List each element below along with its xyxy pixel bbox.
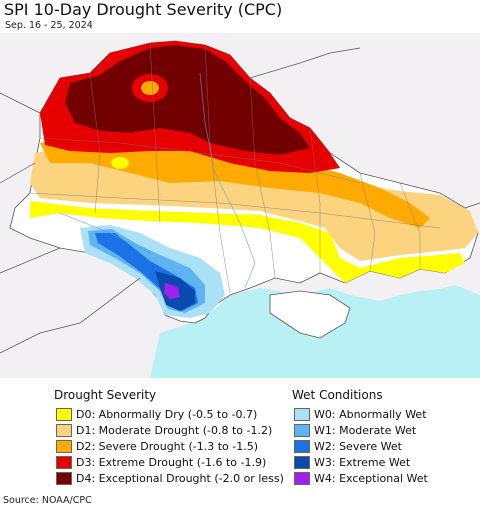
drought-map-svg [0, 33, 480, 378]
d2-zone [40, 133, 430, 228]
legend-label-d4: D4: Exceptional Drought (-2.0 or less) [76, 471, 284, 485]
legend: Drought Severity Wet Conditions D0: Abno… [0, 381, 480, 491]
d0-spot [111, 157, 129, 169]
legend-item-w3: W3: Extreme Wet [294, 455, 410, 469]
d3-swatch [56, 455, 72, 469]
w3-swatch [294, 455, 310, 469]
w2-swatch [294, 439, 310, 453]
d2-swatch [56, 439, 72, 453]
legend-label-w1: W1: Moderate Wet [314, 423, 417, 437]
legend-item-d0: D0: Abnormally Dry (-0.5 to -0.7) [56, 407, 257, 421]
legend-item-w1: W1: Moderate Wet [294, 423, 416, 437]
w0-swatch [294, 407, 310, 421]
source-credit: Source: NOAA/CPC [3, 495, 92, 506]
legend-label-w0: W0: Abnormally Wet [314, 407, 427, 421]
legend-item-d3: D3: Extreme Drought (-1.6 to -1.9) [56, 455, 266, 469]
legend-label-w3: W3: Extreme Wet [314, 455, 411, 469]
legend-label-d0: D0: Abnormally Dry (-0.5 to -0.7) [76, 407, 258, 421]
legend-item-w4: W4: Exceptional Wet [294, 471, 428, 485]
country-borders [0, 47, 480, 354]
wet-conditions-heading: Wet Conditions [292, 388, 383, 402]
w1-swatch [294, 423, 310, 437]
d0-zone [30, 201, 465, 283]
d2-inset [141, 81, 159, 95]
map-title: SPI 10-Day Drought Severity (CPC) [4, 0, 283, 19]
crimea [269, 290, 351, 339]
legend-item-d4: D4: Exceptional Drought (-2.0 or less) [56, 471, 284, 485]
w4-swatch [294, 471, 310, 485]
legend-label-w2: W2: Severe Wet [314, 439, 402, 453]
legend-item-d1: D1: Moderate Drought (-0.8 to -1.2) [56, 423, 272, 437]
legend-item-w0: W0: Abnormally Wet [294, 407, 427, 421]
map-date-range: Sep. 16 - 25, 2024 [5, 20, 93, 31]
w4-zone [164, 283, 180, 299]
legend-item-w2: W2: Severe Wet [294, 439, 402, 453]
legend-label-d3: D3: Extreme Drought (-1.6 to -1.9) [76, 455, 267, 469]
drought-severity-heading: Drought Severity [54, 388, 157, 402]
d1-swatch [56, 423, 72, 437]
d4-zone [65, 45, 310, 155]
drought-map [0, 33, 480, 378]
oblast-boundaries [29, 42, 441, 294]
legend-label-w4: W4: Exceptional Wet [314, 471, 428, 485]
legend-label-d1: D1: Moderate Drought (-0.8 to -1.2) [76, 423, 273, 437]
legend-label-d2: D2: Severe Drought (-1.3 to -1.5) [76, 439, 259, 453]
d4-swatch [56, 471, 72, 485]
rivers [59, 72, 256, 289]
legend-item-d2: D2: Severe Drought (-1.3 to -1.5) [56, 439, 258, 453]
d0-swatch [56, 407, 72, 421]
